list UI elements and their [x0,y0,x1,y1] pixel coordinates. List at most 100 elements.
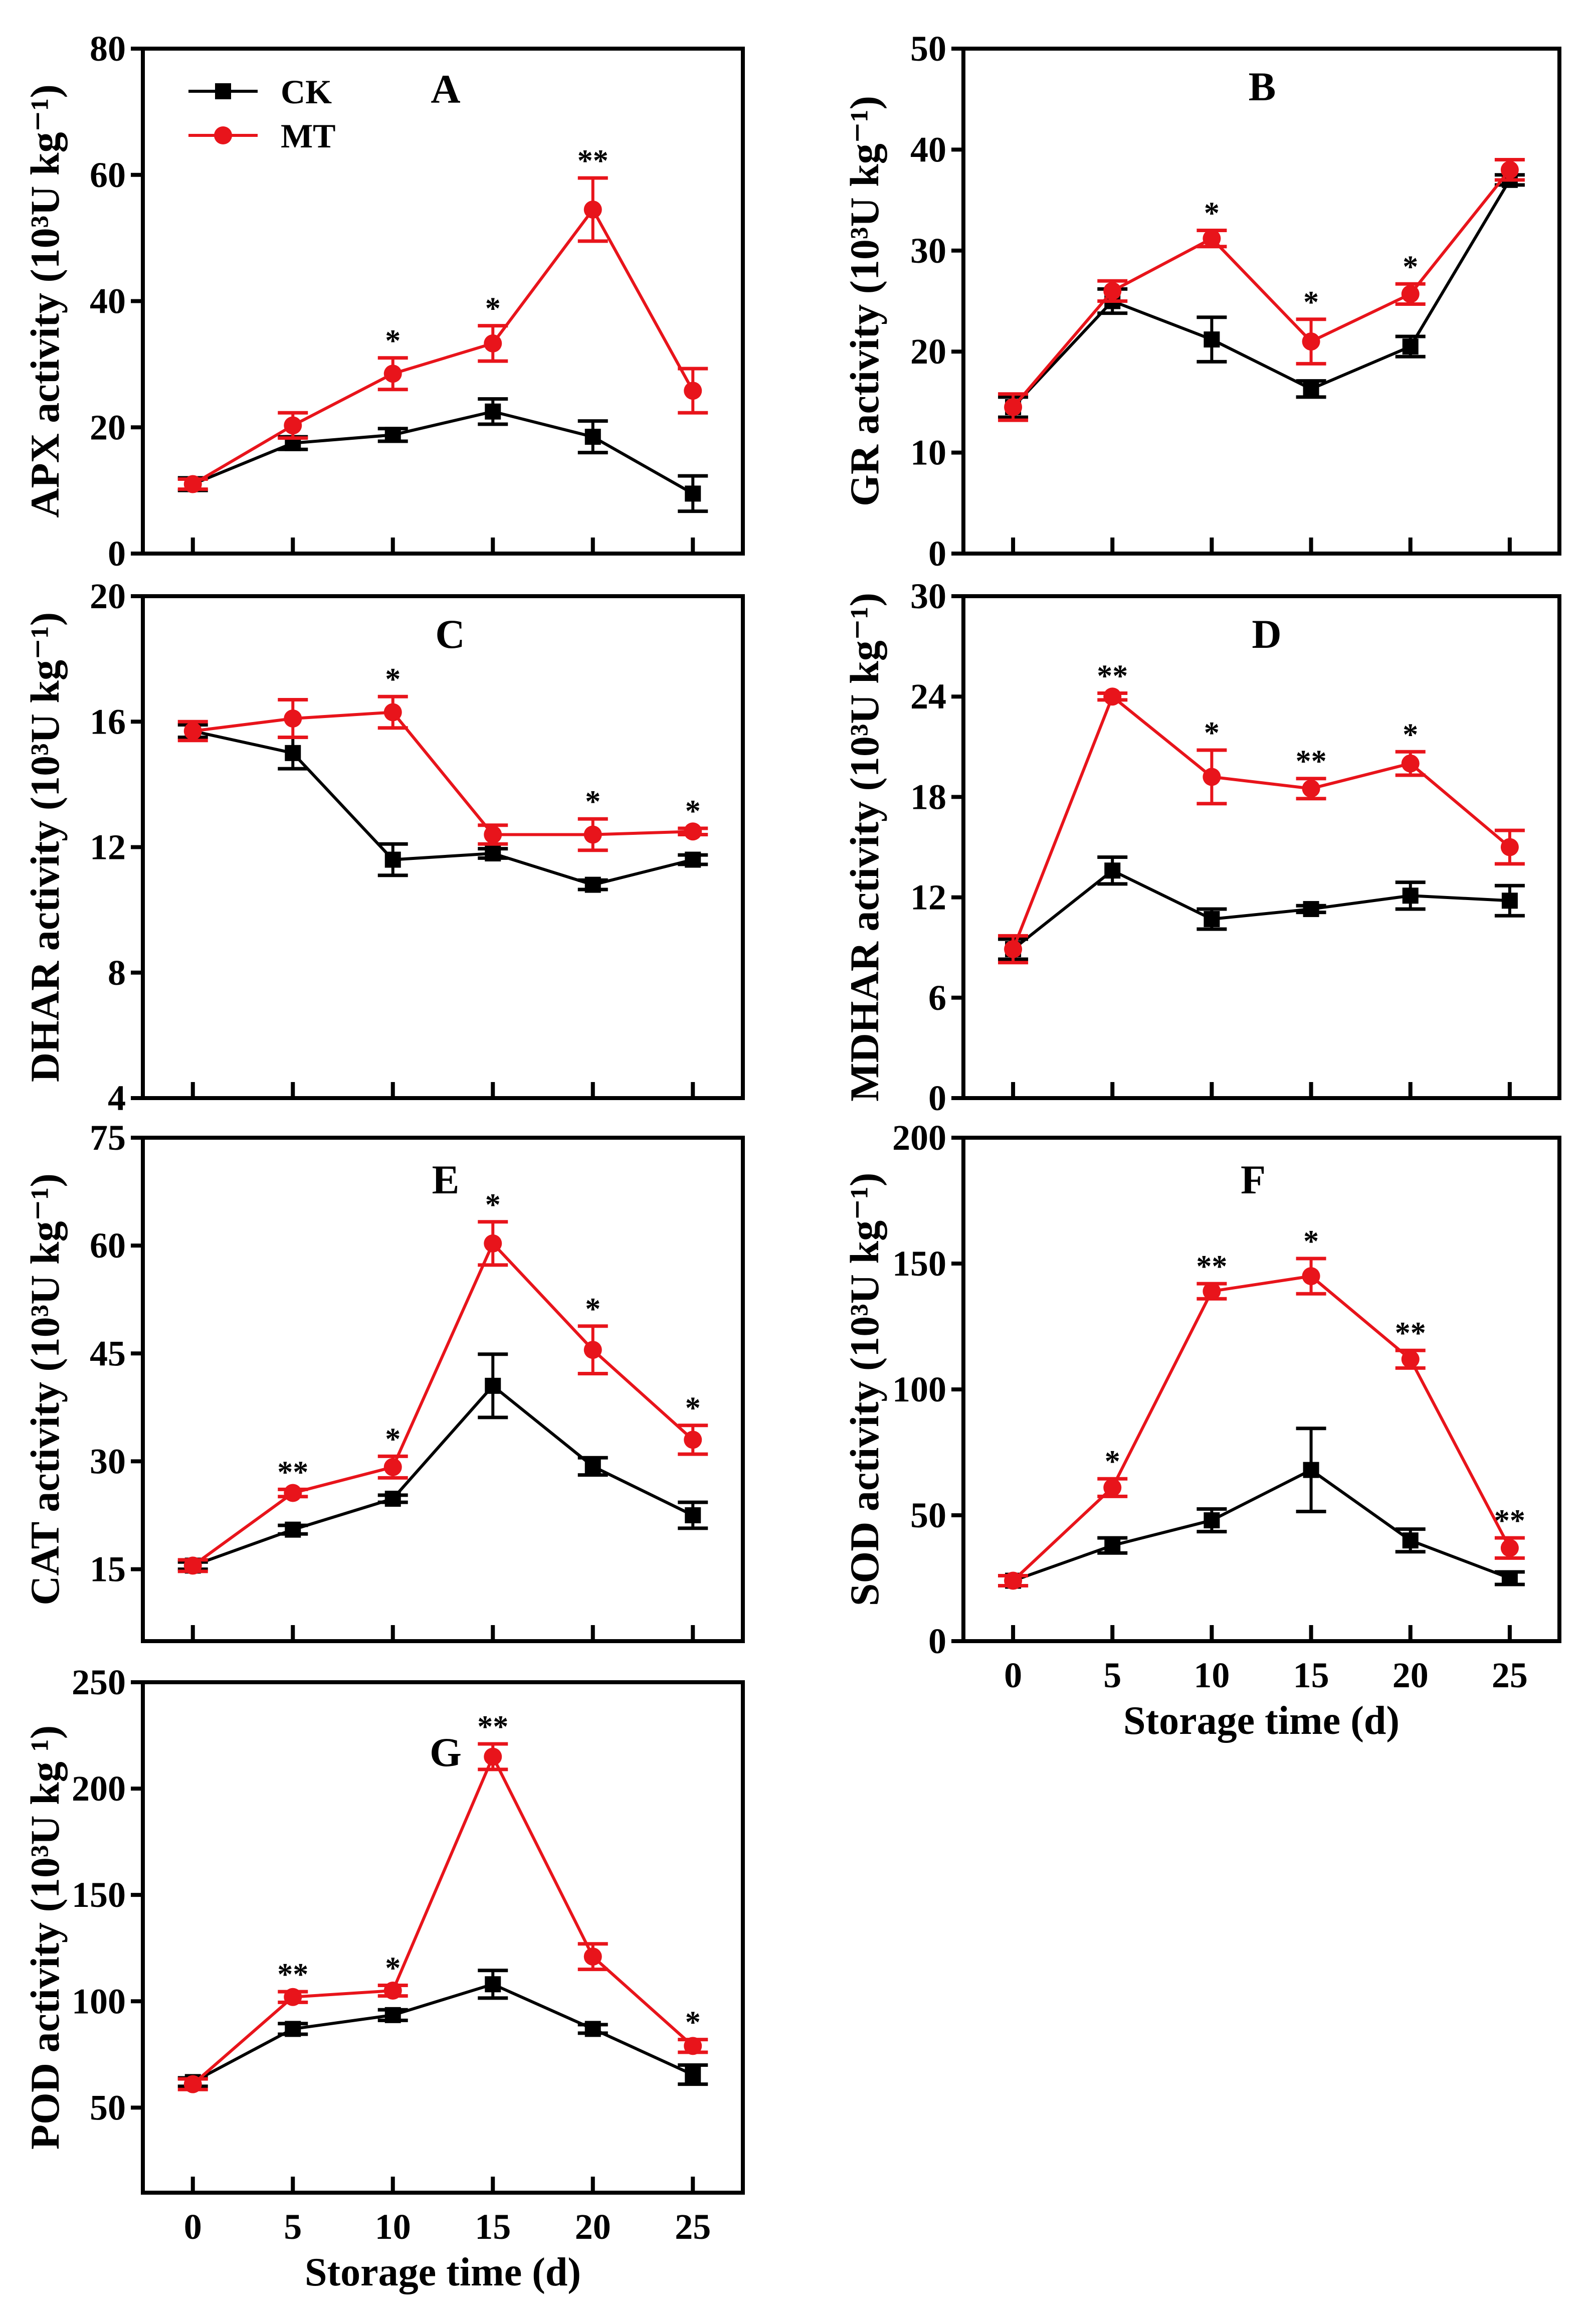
legend: CK MT [188,73,336,155]
data-point-CK [1104,862,1121,879]
significance-marker: * [1303,285,1319,319]
plot-frame [141,1136,745,1643]
series-CK [998,855,1525,961]
significance-marker: ** [577,144,609,178]
plot-frame [961,47,1561,556]
x-tick-label: 0 [184,2207,202,2247]
data-point-CK [285,1521,301,1538]
significance-marker: ** [277,1455,308,1489]
y-tick-label: 18 [910,777,946,817]
data-point-CK [1204,911,1220,927]
significance-marker: ** [1494,1504,1525,1538]
y-tick-label: 50 [90,2087,126,2127]
data-point-MT [1004,398,1023,416]
data-point-CK [1204,331,1220,348]
panel-G: 50 100 150 200 250 0 5 10 15 20 25 Storage time (d)… [22,1662,745,2294]
data-point-CK [1303,901,1319,917]
data-point-CK [285,745,301,761]
series-CK [998,171,1525,419]
data-point-CK [584,2021,601,2037]
data-point-CK [1402,338,1419,355]
y-tick-label: 30 [910,231,946,271]
y-tick-label: 20 [910,331,946,372]
significance-marker: * [685,2006,701,2040]
significance-marker: * [1204,716,1220,750]
data-point-MT [383,365,402,383]
data-point-MT [1004,940,1023,959]
series-line-MT [191,1240,694,1567]
data-point-MT [1401,1350,1420,1368]
data-point-MT [183,2075,202,2093]
data-point-CK [485,1976,501,1993]
x-tick-label: 0 [1004,1655,1022,1695]
y-tick-label: 24 [910,676,946,717]
series-line-CK [1013,1468,1510,1582]
y-tick-label: 0 [928,1621,946,1661]
data-point-CK [1402,1532,1419,1549]
data-point-CK [384,851,401,868]
series-MT [998,687,1525,965]
y-tick-label: 0 [928,1078,946,1118]
data-point-MT [583,200,602,219]
panel-F: 0 50 100 150 200 0 5 10 15 20 25 Storage time (d) SO… [842,1118,1561,1743]
y-tick-label: 12 [90,827,126,867]
y-tick-label: 200 [892,1118,946,1158]
data-point-MT [1401,754,1420,773]
data-point-MT [583,1341,602,1359]
legend-marker-CK [215,83,231,99]
y-axis-label: APX activity (10³U kg⁻¹) [22,84,68,517]
data-point-MT [183,1556,202,1575]
data-point-MT [684,1431,702,1449]
data-point-MT [1203,1282,1221,1301]
data-point-MT [284,1988,302,2006]
y-axis-label: DHAR activity (10³U kg⁻¹) [22,612,68,1082]
data-point-CK [485,1377,501,1394]
series-line-CK [192,1983,694,2084]
panel-letter: C [435,611,465,657]
data-point-CK [1104,1537,1121,1554]
y-tick-label: 6 [928,978,946,1018]
significance-marker: * [1403,718,1418,752]
data-point-CK [485,845,501,862]
data-point-MT [284,709,302,728]
panel-letter: B [1249,64,1276,109]
y-tick-label: 40 [90,281,126,321]
y-tick-label: 20 [90,576,126,616]
y-tick-label: 250 [72,1662,126,1702]
data-point-MT [383,1982,402,2000]
series-CK [177,1352,708,1574]
y-tick-label: 60 [90,155,126,195]
data-point-MT [1203,229,1221,248]
significance-marker: ** [1196,1250,1227,1284]
series-CK [998,1427,1525,1589]
series-line-MT [192,711,693,836]
y-tick-label: 50 [910,1495,946,1535]
series-line-CK [192,1383,694,1567]
y-tick-label: 80 [90,29,126,69]
y-tick-label: 150 [72,1875,126,1915]
data-point-CK [1402,888,1419,904]
series-line-CK [192,410,694,495]
x-tick-label: 10 [1193,1655,1230,1695]
series-MT [177,176,708,493]
legend-label-CK: CK [281,73,332,111]
data-point-CK [384,427,401,443]
y-tick-label: 60 [90,1225,126,1266]
data-point-MT [1103,1478,1122,1497]
series-MT [177,1220,708,1575]
x-tick-label: 10 [375,2207,411,2247]
y-tick-label: 20 [90,407,126,447]
series-line-MT [1012,1274,1511,1582]
y-axis-label: SOD activity (10³U kg⁻¹) [842,1173,887,1607]
y-axis-label: POD activity (10³U kg ¹) [22,1725,68,2150]
significance-marker: * [485,1188,501,1222]
plot-frame [141,47,745,556]
data-point-MT [684,382,702,400]
data-point-CK [1501,1570,1518,1586]
x-axis-label: Storage time (d) [1123,1699,1400,1743]
data-point-CK [584,1458,601,1475]
significance-marker: * [385,1951,401,1985]
significance-marker: ** [1097,659,1128,693]
